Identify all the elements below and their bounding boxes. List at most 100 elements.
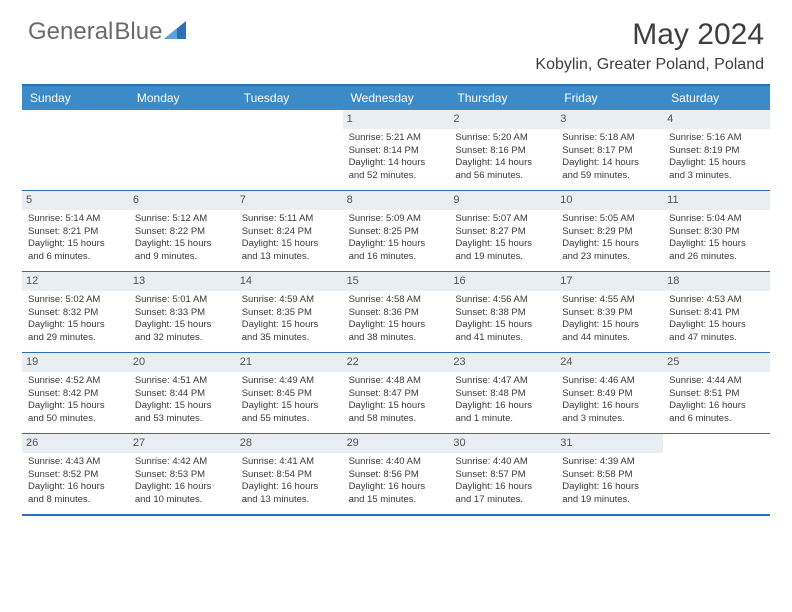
daylight-line: Daylight: 15 hours and 50 minutes. <box>28 400 123 426</box>
day-number: 27 <box>129 434 236 453</box>
day-info: Sunrise: 4:44 AMSunset: 8:51 PMDaylight:… <box>669 375 764 426</box>
day-info: Sunrise: 5:02 AMSunset: 8:32 PMDaylight:… <box>28 294 123 345</box>
day-info: Sunrise: 5:09 AMSunset: 8:25 PMDaylight:… <box>349 213 444 264</box>
calendar-cell: 16Sunrise: 4:56 AMSunset: 8:38 PMDayligh… <box>449 272 556 352</box>
calendar: SundayMondayTuesdayWednesdayThursdayFrid… <box>22 86 770 516</box>
sunrise-line: Sunrise: 4:48 AM <box>349 375 444 388</box>
daylight-line: Daylight: 15 hours and 38 minutes. <box>349 319 444 345</box>
sunset-line: Sunset: 8:27 PM <box>455 226 550 239</box>
daylight-line: Daylight: 15 hours and 19 minutes. <box>455 238 550 264</box>
sunrise-line: Sunrise: 4:46 AM <box>562 375 657 388</box>
sunset-line: Sunset: 8:35 PM <box>242 307 337 320</box>
daylight-line: Daylight: 15 hours and 55 minutes. <box>242 400 337 426</box>
calendar-cell: 19Sunrise: 4:52 AMSunset: 8:42 PMDayligh… <box>22 353 129 433</box>
day-number: 18 <box>663 272 770 291</box>
weekday-header: Wednesday <box>343 86 450 110</box>
day-number: 17 <box>556 272 663 291</box>
calendar-cell: 22Sunrise: 4:48 AMSunset: 8:47 PMDayligh… <box>343 353 450 433</box>
day-number: 1 <box>343 110 450 129</box>
sunrise-line: Sunrise: 5:09 AM <box>349 213 444 226</box>
sunset-line: Sunset: 8:45 PM <box>242 388 337 401</box>
location-text: Kobylin, Greater Poland, Poland <box>535 56 764 74</box>
calendar-cell: 2Sunrise: 5:20 AMSunset: 8:16 PMDaylight… <box>449 110 556 190</box>
day-info: Sunrise: 4:39 AMSunset: 8:58 PMDaylight:… <box>562 456 657 507</box>
day-number: 26 <box>22 434 129 453</box>
day-number: 29 <box>343 434 450 453</box>
sunrise-line: Sunrise: 5:04 AM <box>669 213 764 226</box>
calendar-cell: 14Sunrise: 4:59 AMSunset: 8:35 PMDayligh… <box>236 272 343 352</box>
day-number: 25 <box>663 353 770 372</box>
sunrise-line: Sunrise: 5:16 AM <box>669 132 764 145</box>
daylight-line: Daylight: 15 hours and 41 minutes. <box>455 319 550 345</box>
calendar-cell-empty: . <box>663 434 770 514</box>
day-info: Sunrise: 4:47 AMSunset: 8:48 PMDaylight:… <box>455 375 550 426</box>
calendar-cell: 1Sunrise: 5:21 AMSunset: 8:14 PMDaylight… <box>343 110 450 190</box>
brand-logo: General Blue <box>28 18 190 46</box>
calendar-cell: 25 Sunrise: 4:44 AMSunset: 8:51 PMDayligh… <box>663 353 770 433</box>
daylight-line: Daylight: 14 hours and 52 minutes. <box>349 157 444 183</box>
day-info: Sunrise: 4:41 AMSunset: 8:54 PMDaylight:… <box>242 456 337 507</box>
sunset-line: Sunset: 8:17 PM <box>562 145 657 158</box>
daylight-line: Daylight: 14 hours and 56 minutes. <box>455 157 550 183</box>
calendar-cell: 27Sunrise: 4:42 AMSunset: 8:53 PMDayligh… <box>129 434 236 514</box>
sunset-line: Sunset: 8:39 PM <box>562 307 657 320</box>
sunset-line: Sunset: 8:54 PM <box>242 469 337 482</box>
calendar-cell: 11Sunrise: 5:04 AMSunset: 8:30 PMDayligh… <box>663 191 770 271</box>
calendar-cell: 31 Sunrise: 4:39 AMSunset: 8:58 PMDayligh… <box>556 434 663 514</box>
calendar-week: 19Sunrise: 4:52 AMSunset: 8:42 PMDayligh… <box>22 353 770 434</box>
sunrise-line: Sunrise: 4:53 AM <box>669 294 764 307</box>
day-number: 23 <box>449 353 556 372</box>
sunset-line: Sunset: 8:56 PM <box>349 469 444 482</box>
sunrise-line: Sunrise: 5:11 AM <box>242 213 337 226</box>
daylight-line: Daylight: 16 hours and 19 minutes. <box>562 481 657 507</box>
day-number: 21 <box>236 353 343 372</box>
daylight-line: Daylight: 15 hours and 32 minutes. <box>135 319 230 345</box>
daylight-line: Daylight: 16 hours and 8 minutes. <box>28 481 123 507</box>
day-number: 30 <box>449 434 556 453</box>
calendar-cell: 13 Sunrise: 5:01 AMSunset: 8:33 PMDayligh… <box>129 272 236 352</box>
daylight-line: Daylight: 16 hours and 13 minutes. <box>242 481 337 507</box>
sunrise-line: Sunrise: 4:43 AM <box>28 456 123 469</box>
day-info: Sunrise: 4:43 AMSunset: 8:52 PMDaylight:… <box>28 456 123 507</box>
calendar-cell-empty: . <box>129 110 236 190</box>
sunrise-line: Sunrise: 4:42 AM <box>135 456 230 469</box>
daylight-line: Daylight: 15 hours and 13 minutes. <box>242 238 337 264</box>
daylight-line: Daylight: 15 hours and 6 minutes. <box>28 238 123 264</box>
calendar-week: ...1Sunrise: 5:21 AMSunset: 8:14 PMDayli… <box>22 110 770 191</box>
day-info: Sunrise: 4:46 AMSunset: 8:49 PMDaylight:… <box>562 375 657 426</box>
sunrise-line: Sunrise: 4:58 AM <box>349 294 444 307</box>
day-number: 11 <box>663 191 770 210</box>
weekday-header: Friday <box>556 86 663 110</box>
day-info: Sunrise: 5:05 AMSunset: 8:29 PMDaylight:… <box>562 213 657 264</box>
day-number: 16 <box>449 272 556 291</box>
day-number: 14 <box>236 272 343 291</box>
day-info: Sunrise: 5:07 AMSunset: 8:27 PMDaylight:… <box>455 213 550 264</box>
daylight-line: Daylight: 15 hours and 23 minutes. <box>562 238 657 264</box>
sunset-line: Sunset: 8:19 PM <box>669 145 764 158</box>
day-number: 5 <box>22 191 129 210</box>
day-number: 10 <box>556 191 663 210</box>
sunset-line: Sunset: 8:44 PM <box>135 388 230 401</box>
brand-sail-icon <box>164 21 190 41</box>
weekday-header: Thursday <box>449 86 556 110</box>
day-info: Sunrise: 4:40 AMSunset: 8:57 PMDaylight:… <box>455 456 550 507</box>
sunset-line: Sunset: 8:25 PM <box>349 226 444 239</box>
calendar-cell: 10 Sunrise: 5:05 AMSunset: 8:29 PMDayligh… <box>556 191 663 271</box>
sunset-line: Sunset: 8:53 PM <box>135 469 230 482</box>
day-number: 31 <box>556 434 663 453</box>
daylight-line: Daylight: 15 hours and 53 minutes. <box>135 400 230 426</box>
sunrise-line: Sunrise: 4:44 AM <box>669 375 764 388</box>
day-number: 13 <box>129 272 236 291</box>
sunrise-line: Sunrise: 5:18 AM <box>562 132 657 145</box>
day-number: 7 <box>236 191 343 210</box>
sunrise-line: Sunrise: 5:21 AM <box>349 132 444 145</box>
sunset-line: Sunset: 8:24 PM <box>242 226 337 239</box>
sunset-line: Sunset: 8:52 PM <box>28 469 123 482</box>
weekday-header: Tuesday <box>236 86 343 110</box>
day-number: 4 <box>663 110 770 129</box>
sunset-line: Sunset: 8:49 PM <box>562 388 657 401</box>
daylight-line: Daylight: 15 hours and 58 minutes. <box>349 400 444 426</box>
sunset-line: Sunset: 8:48 PM <box>455 388 550 401</box>
day-number: 19 <box>22 353 129 372</box>
day-info: Sunrise: 5:01 AMSunset: 8:33 PMDaylight:… <box>135 294 230 345</box>
